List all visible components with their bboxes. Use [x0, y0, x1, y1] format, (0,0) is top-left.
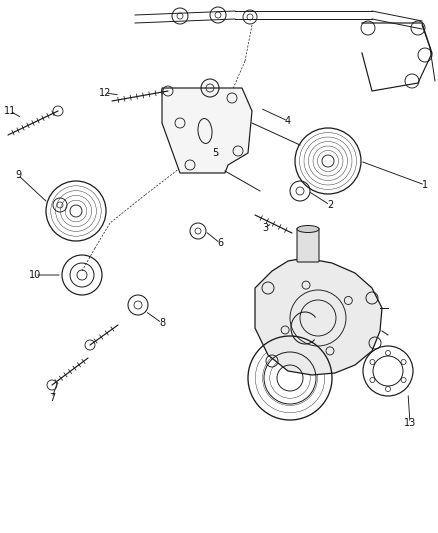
Ellipse shape — [297, 225, 318, 232]
Text: 13: 13 — [403, 418, 415, 428]
Text: 7: 7 — [49, 393, 55, 403]
Text: 6: 6 — [216, 238, 223, 248]
Text: 1: 1 — [421, 180, 427, 190]
Text: 9: 9 — [15, 170, 21, 180]
FancyBboxPatch shape — [297, 228, 318, 262]
Text: 8: 8 — [159, 318, 165, 328]
Polygon shape — [162, 88, 251, 173]
Text: 11: 11 — [4, 106, 16, 116]
Polygon shape — [254, 258, 381, 375]
Text: 12: 12 — [99, 88, 111, 98]
Text: 2: 2 — [326, 200, 332, 210]
Text: 10: 10 — [29, 270, 41, 280]
Text: 3: 3 — [261, 223, 268, 233]
Text: 5: 5 — [212, 148, 218, 158]
Text: 4: 4 — [284, 116, 290, 126]
